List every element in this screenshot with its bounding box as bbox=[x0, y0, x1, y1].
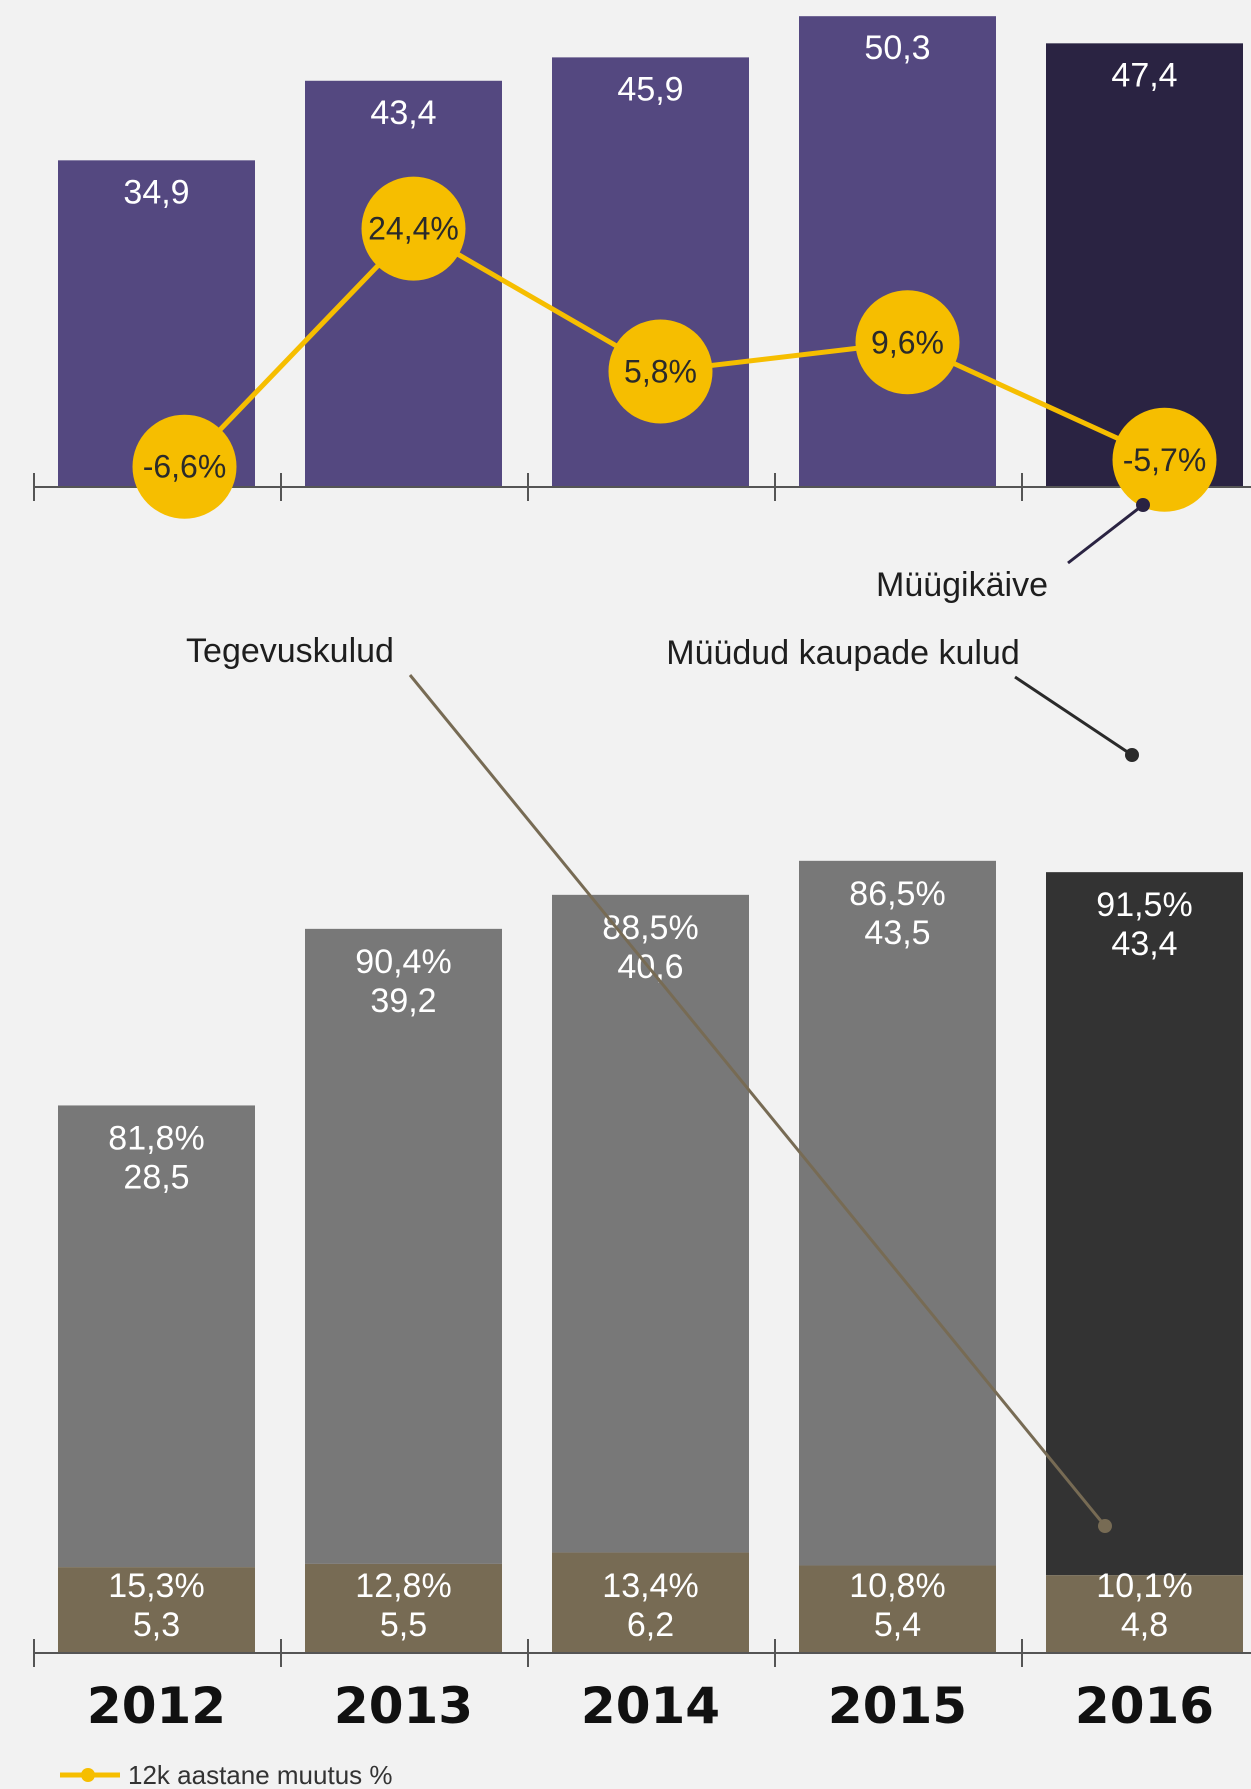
revenue-value-2015: 50,3 bbox=[864, 29, 930, 67]
opex-bar-2014 bbox=[552, 1552, 749, 1653]
cogs-value-2014: 40,6 bbox=[617, 948, 683, 986]
opex-leader-line bbox=[408, 674, 1107, 1527]
change-marker-2015 bbox=[855, 290, 960, 395]
revenue-value-2016: 47,4 bbox=[1111, 56, 1177, 94]
revenue-bar-2013 bbox=[305, 80, 502, 487]
cogs-bar-2012 bbox=[58, 1105, 255, 1568]
change-marker-2014 bbox=[608, 319, 713, 424]
revenue-bar-2014 bbox=[552, 57, 749, 487]
bottom-axis bbox=[33, 1639, 1251, 1667]
cost-annotations: Tegevuskulud Müüdud kaupade kulud bbox=[186, 632, 1139, 1533]
revenue-value-2012: 34,9 bbox=[123, 173, 189, 211]
opex-value-2016: 4,8 bbox=[1121, 1606, 1168, 1644]
change-line: -6,6% 24,4% 5,8% 9,6% -5,7% bbox=[132, 176, 1217, 519]
year-labels: 2012 2013 2014 2015 2016 bbox=[87, 1677, 1214, 1735]
opex-bar-2015 bbox=[799, 1565, 996, 1653]
revenue-annotation: Müügikäive bbox=[876, 498, 1150, 604]
opex-bar-2012 bbox=[58, 1567, 255, 1653]
cogs-bar-2014 bbox=[552, 894, 749, 1553]
opex-pct-2015: 10,8% bbox=[849, 1567, 945, 1605]
opex-pct-2013: 12,8% bbox=[355, 1567, 451, 1605]
revenue-bar-2015 bbox=[799, 16, 996, 488]
opex-pct-2014: 13,4% bbox=[602, 1567, 698, 1605]
opex-pct-2012: 15,3% bbox=[108, 1567, 204, 1605]
change-marker-2012 bbox=[132, 414, 237, 519]
cogs-bar-2013 bbox=[305, 928, 502, 1564]
cogs-leader-dot bbox=[1125, 748, 1139, 762]
revenue-leader-dot bbox=[1136, 498, 1150, 512]
cogs-bar-2016 bbox=[1046, 872, 1243, 1576]
cogs-bar-2015 bbox=[799, 860, 996, 1566]
change-label-2015: 9,6% bbox=[871, 324, 944, 360]
top-axis bbox=[33, 473, 1251, 501]
opex-annotation-label: Tegevuskulud bbox=[186, 632, 394, 670]
year-label-2016: 2016 bbox=[1075, 1677, 1214, 1735]
cogs-pct-2012: 81,8% bbox=[108, 1119, 204, 1157]
cogs-value-2016: 43,4 bbox=[1111, 925, 1177, 963]
year-label-2015: 2015 bbox=[828, 1677, 967, 1735]
change-marker-2016 bbox=[1112, 407, 1217, 512]
cogs-pct-2013: 90,4% bbox=[355, 943, 451, 981]
opex-value-2015: 5,4 bbox=[874, 1606, 921, 1644]
revenue-value-2014: 45,9 bbox=[617, 70, 683, 108]
change-label-2014: 5,8% bbox=[624, 353, 697, 389]
change-label-2013: 24,4% bbox=[368, 211, 459, 247]
revenue-annotation-label: Müügikäive bbox=[876, 566, 1048, 604]
cogs-pct-2015: 86,5% bbox=[849, 875, 945, 913]
opex-bar-2013 bbox=[305, 1563, 502, 1653]
revenue-value-2013: 43,4 bbox=[370, 94, 436, 132]
year-label-2013: 2013 bbox=[334, 1677, 473, 1735]
cogs-leader-line bbox=[1014, 675, 1133, 757]
opex-pct-2016: 10,1% bbox=[1096, 1567, 1192, 1605]
opex-bar-2016 bbox=[1046, 1575, 1243, 1653]
cogs-annotation-label: Müüdud kaupade kulud bbox=[666, 634, 1020, 672]
cogs-value-2015: 43,5 bbox=[864, 914, 930, 952]
legend-marker bbox=[81, 1768, 95, 1782]
year-label-2014: 2014 bbox=[581, 1677, 720, 1735]
cogs-value-2012: 28,5 bbox=[123, 1158, 189, 1196]
opex-value-2014: 6,2 bbox=[627, 1606, 674, 1644]
revenue-leader-line bbox=[1067, 503, 1144, 565]
legend-label: 12k aastane muutus % bbox=[128, 1760, 393, 1789]
opex-leader-dot bbox=[1098, 1519, 1112, 1533]
change-label-2016: -5,7% bbox=[1123, 442, 1207, 478]
change-label-2012: -6,6% bbox=[143, 449, 227, 485]
cost-bars: 81,8%28,515,3%5,390,4%39,212,8%5,588,5%4… bbox=[58, 860, 1243, 1653]
cogs-value-2013: 39,2 bbox=[370, 982, 436, 1020]
change-marker-2013 bbox=[361, 176, 466, 281]
legend: 12k aastane muutus % bbox=[60, 1760, 393, 1789]
opex-value-2013: 5,5 bbox=[380, 1606, 427, 1644]
year-label-2012: 2012 bbox=[87, 1677, 226, 1735]
opex-value-2012: 5,3 bbox=[133, 1606, 180, 1644]
cogs-pct-2016: 91,5% bbox=[1096, 886, 1192, 924]
